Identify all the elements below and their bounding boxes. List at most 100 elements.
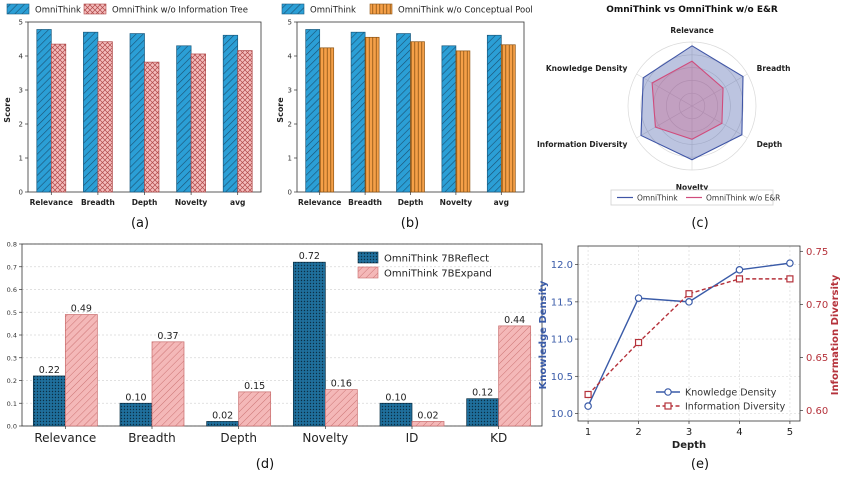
x-tick-label: ID	[406, 431, 419, 445]
y-tick-label: 1	[19, 155, 23, 163]
x-tick-label: Breadth	[128, 431, 176, 445]
bar	[83, 31, 99, 193]
x-tick-label: Relevance	[298, 198, 341, 207]
y-tick-label: 0.0	[7, 423, 17, 431]
legend-label: OmniThink	[637, 194, 678, 203]
bar	[466, 398, 500, 427]
x-ticks: Relevance Breadth Depth Novelty ID KD	[34, 426, 507, 445]
y-tick-label: 4	[19, 53, 24, 61]
x-tick-label: Novelty	[175, 198, 208, 207]
data-label: 0.49	[71, 304, 92, 315]
legend: OmniThink OmniThink w/o Conceptual Pool	[281, 3, 533, 16]
bar	[441, 45, 457, 193]
legend-label: OmniThink 7BReflect	[384, 254, 489, 265]
bars: 0.22 0.49 0.10 0.37 0.02 0.15 0.72 0.16 0.10 0.02…	[32, 251, 532, 427]
y-tick-label: 0.5	[7, 309, 17, 317]
x-tick-label: 3	[686, 427, 692, 438]
legend: Knowledge Density Information Diversity	[656, 388, 786, 413]
y-axis-label: Score	[3, 97, 12, 123]
x-tick-label: Novelty	[440, 198, 473, 207]
y-ticks: 0 1 2 3 4 5	[19, 19, 28, 197]
x-ticks: 1 2 3 4 5	[585, 421, 793, 438]
x-tick-label: KD	[490, 431, 507, 445]
y-axis-label-right: Information Diversity	[830, 274, 841, 395]
data-label: 0.12	[472, 388, 493, 399]
y-tick-label-right: 0.70	[806, 300, 828, 311]
bar	[206, 421, 240, 427]
y-tick-label-right: 0.75	[806, 247, 828, 258]
data-label: 0.72	[299, 251, 320, 262]
radar-axis-label: Breadth	[757, 64, 791, 73]
y-tick-label-left: 11.5	[551, 297, 573, 308]
bar	[190, 53, 206, 193]
data-label: 0.10	[125, 392, 146, 403]
bar	[396, 33, 411, 193]
legend-swatch	[83, 3, 107, 15]
radar-axis-label: Information Diversity	[537, 140, 627, 149]
panel-a: Score 0 1 2 3 4 5 Relevance Breadth Depth Novelt…	[3, 3, 262, 231]
gridlines	[578, 246, 800, 421]
radar-axis-label: Novelty	[676, 183, 709, 192]
bar	[364, 36, 380, 193]
x-tick-label: Depth	[132, 198, 158, 207]
bar	[455, 50, 471, 193]
panel-caption: (b)	[401, 216, 419, 231]
data-label: 0.02	[417, 410, 438, 421]
legend-marker	[664, 388, 672, 396]
bar	[411, 421, 445, 427]
legend-label: OmniThink w/o E&R	[706, 194, 780, 203]
x-tick-label: Depth	[398, 198, 424, 207]
bar	[144, 61, 160, 193]
legend-label: OmniThink 7BExpand	[384, 269, 492, 280]
x-tick-label: Novelty	[302, 431, 348, 445]
y-axis-label-left: Knowledge Density	[538, 280, 549, 389]
bar	[50, 43, 67, 193]
point-knowledge-density	[685, 298, 693, 306]
bar	[350, 31, 366, 193]
y-tick-label-right: 0.65	[806, 353, 828, 364]
y-ticks: 0 1 2 3 4 5	[288, 19, 297, 197]
bar	[129, 33, 145, 193]
bars	[305, 29, 516, 193]
bar	[222, 34, 239, 193]
y-tick-label: 5	[19, 19, 23, 27]
bar	[500, 44, 516, 193]
radar-grid	[627, 41, 757, 171]
legend-swatch	[281, 3, 305, 15]
x-axis-label: Depth	[672, 440, 706, 451]
data-label: 0.16	[331, 379, 352, 390]
legend-label: Knowledge Density	[685, 388, 777, 399]
y-ticks-right: 0.60 0.65 0.70 0.75	[800, 247, 828, 417]
radar-series	[651, 60, 724, 140]
x-tick-label: 4	[736, 427, 742, 438]
point-information-diversity	[634, 338, 643, 347]
y-tick-label-left: 10.0	[551, 409, 573, 420]
bar	[64, 314, 98, 427]
y-tick-label: 0.2	[7, 377, 17, 385]
x-tick-label: avg	[230, 198, 245, 207]
x-tick-label: Relevance	[34, 431, 96, 445]
panel-e: 10.0 10.5 11.0 11.5 12.0 0.60 0.65 0.70 0.75 1 2…	[538, 245, 841, 472]
point-information-diversity	[735, 275, 744, 283]
y-tick-label: 0.7	[7, 263, 17, 271]
bar	[36, 29, 52, 193]
panel-caption: (e)	[691, 457, 709, 472]
radar-axis-label: Relevance	[670, 26, 713, 35]
bar	[305, 29, 321, 193]
radar-axis-label: Depth	[757, 140, 783, 149]
y-tick-label: 3	[19, 87, 23, 95]
radar-spoke	[691, 73, 748, 107]
x-tick-label: avg	[494, 198, 509, 207]
legend-swatch	[6, 3, 30, 15]
data-label: 0.15	[244, 381, 265, 392]
data-label: 0.37	[157, 331, 178, 342]
legend-marker	[664, 402, 672, 410]
panel-b: Score 0 1 2 3 4 5 Relevance Breadth Depth Novelt…	[276, 3, 533, 231]
legend-swatch	[357, 266, 379, 279]
x-tick-label: Depth	[220, 431, 257, 445]
panel-d: 0.0 0.1 0.2 0.3 0.4 0.5 0.6 0.7 0.8 0.22 0.49 0.10…	[7, 241, 543, 472]
point-information-diversity	[685, 290, 693, 298]
bar	[97, 41, 113, 193]
panel-caption: (c)	[691, 216, 708, 231]
point-information-diversity	[786, 275, 794, 283]
